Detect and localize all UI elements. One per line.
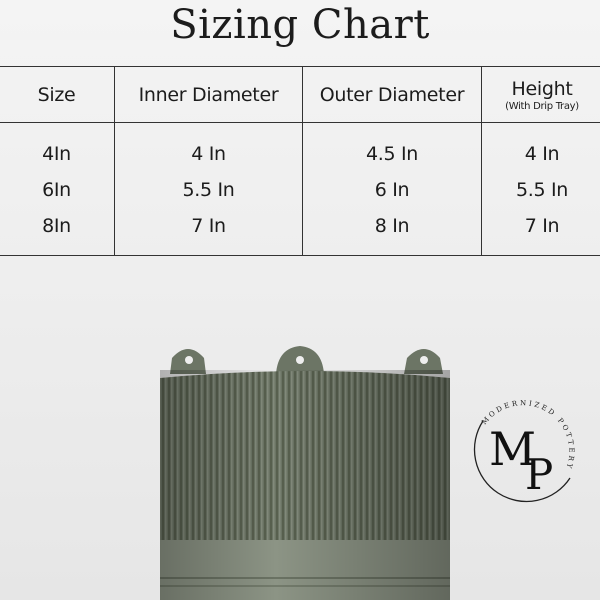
page-title: Sizing Chart [170, 2, 430, 48]
header-height: Height (With Drip Tray) [481, 66, 600, 123]
header-height-note: (With Drip Tray) [505, 100, 579, 112]
header-size: Size [0, 66, 115, 123]
cell-outer: 4.5 In [302, 122, 482, 172]
cell-height: 7 In [481, 208, 600, 256]
svg-text:M: M [489, 422, 536, 476]
planter-pot-image [160, 346, 450, 600]
cell-height: 5.5 In [481, 172, 600, 208]
sizing-table: Size Inner Diameter Outer Diameter Heigh… [0, 66, 600, 256]
cell-outer: 8 In [302, 208, 482, 256]
header-inner-diameter: Inner Diameter [114, 66, 303, 123]
table-row: 6In 5.5 In 6 In 5.5 In [0, 172, 600, 208]
header-height-label: Height [511, 77, 573, 100]
svg-text:P: P [525, 450, 553, 499]
modernized-pottery-logo: MODERNIZED POTTERY M P [473, 399, 573, 503]
cell-inner: 4 In [114, 122, 303, 172]
header-outer-diameter: Outer Diameter [302, 66, 482, 123]
table-row: 4In 4 In 4.5 In 4 In [0, 122, 600, 172]
cell-outer: 6 In [302, 172, 482, 208]
cell-size: 4In [0, 122, 115, 172]
table-row: 8In 7 In 8 In 7 In [0, 208, 600, 256]
cell-size: 8In [0, 208, 115, 256]
header-row: Size Inner Diameter Outer Diameter Heigh… [0, 66, 600, 123]
cell-inner: 5.5 In [114, 172, 303, 208]
cell-height: 4 In [481, 122, 600, 172]
cell-inner: 7 In [114, 208, 303, 256]
cell-size: 6In [0, 172, 115, 208]
